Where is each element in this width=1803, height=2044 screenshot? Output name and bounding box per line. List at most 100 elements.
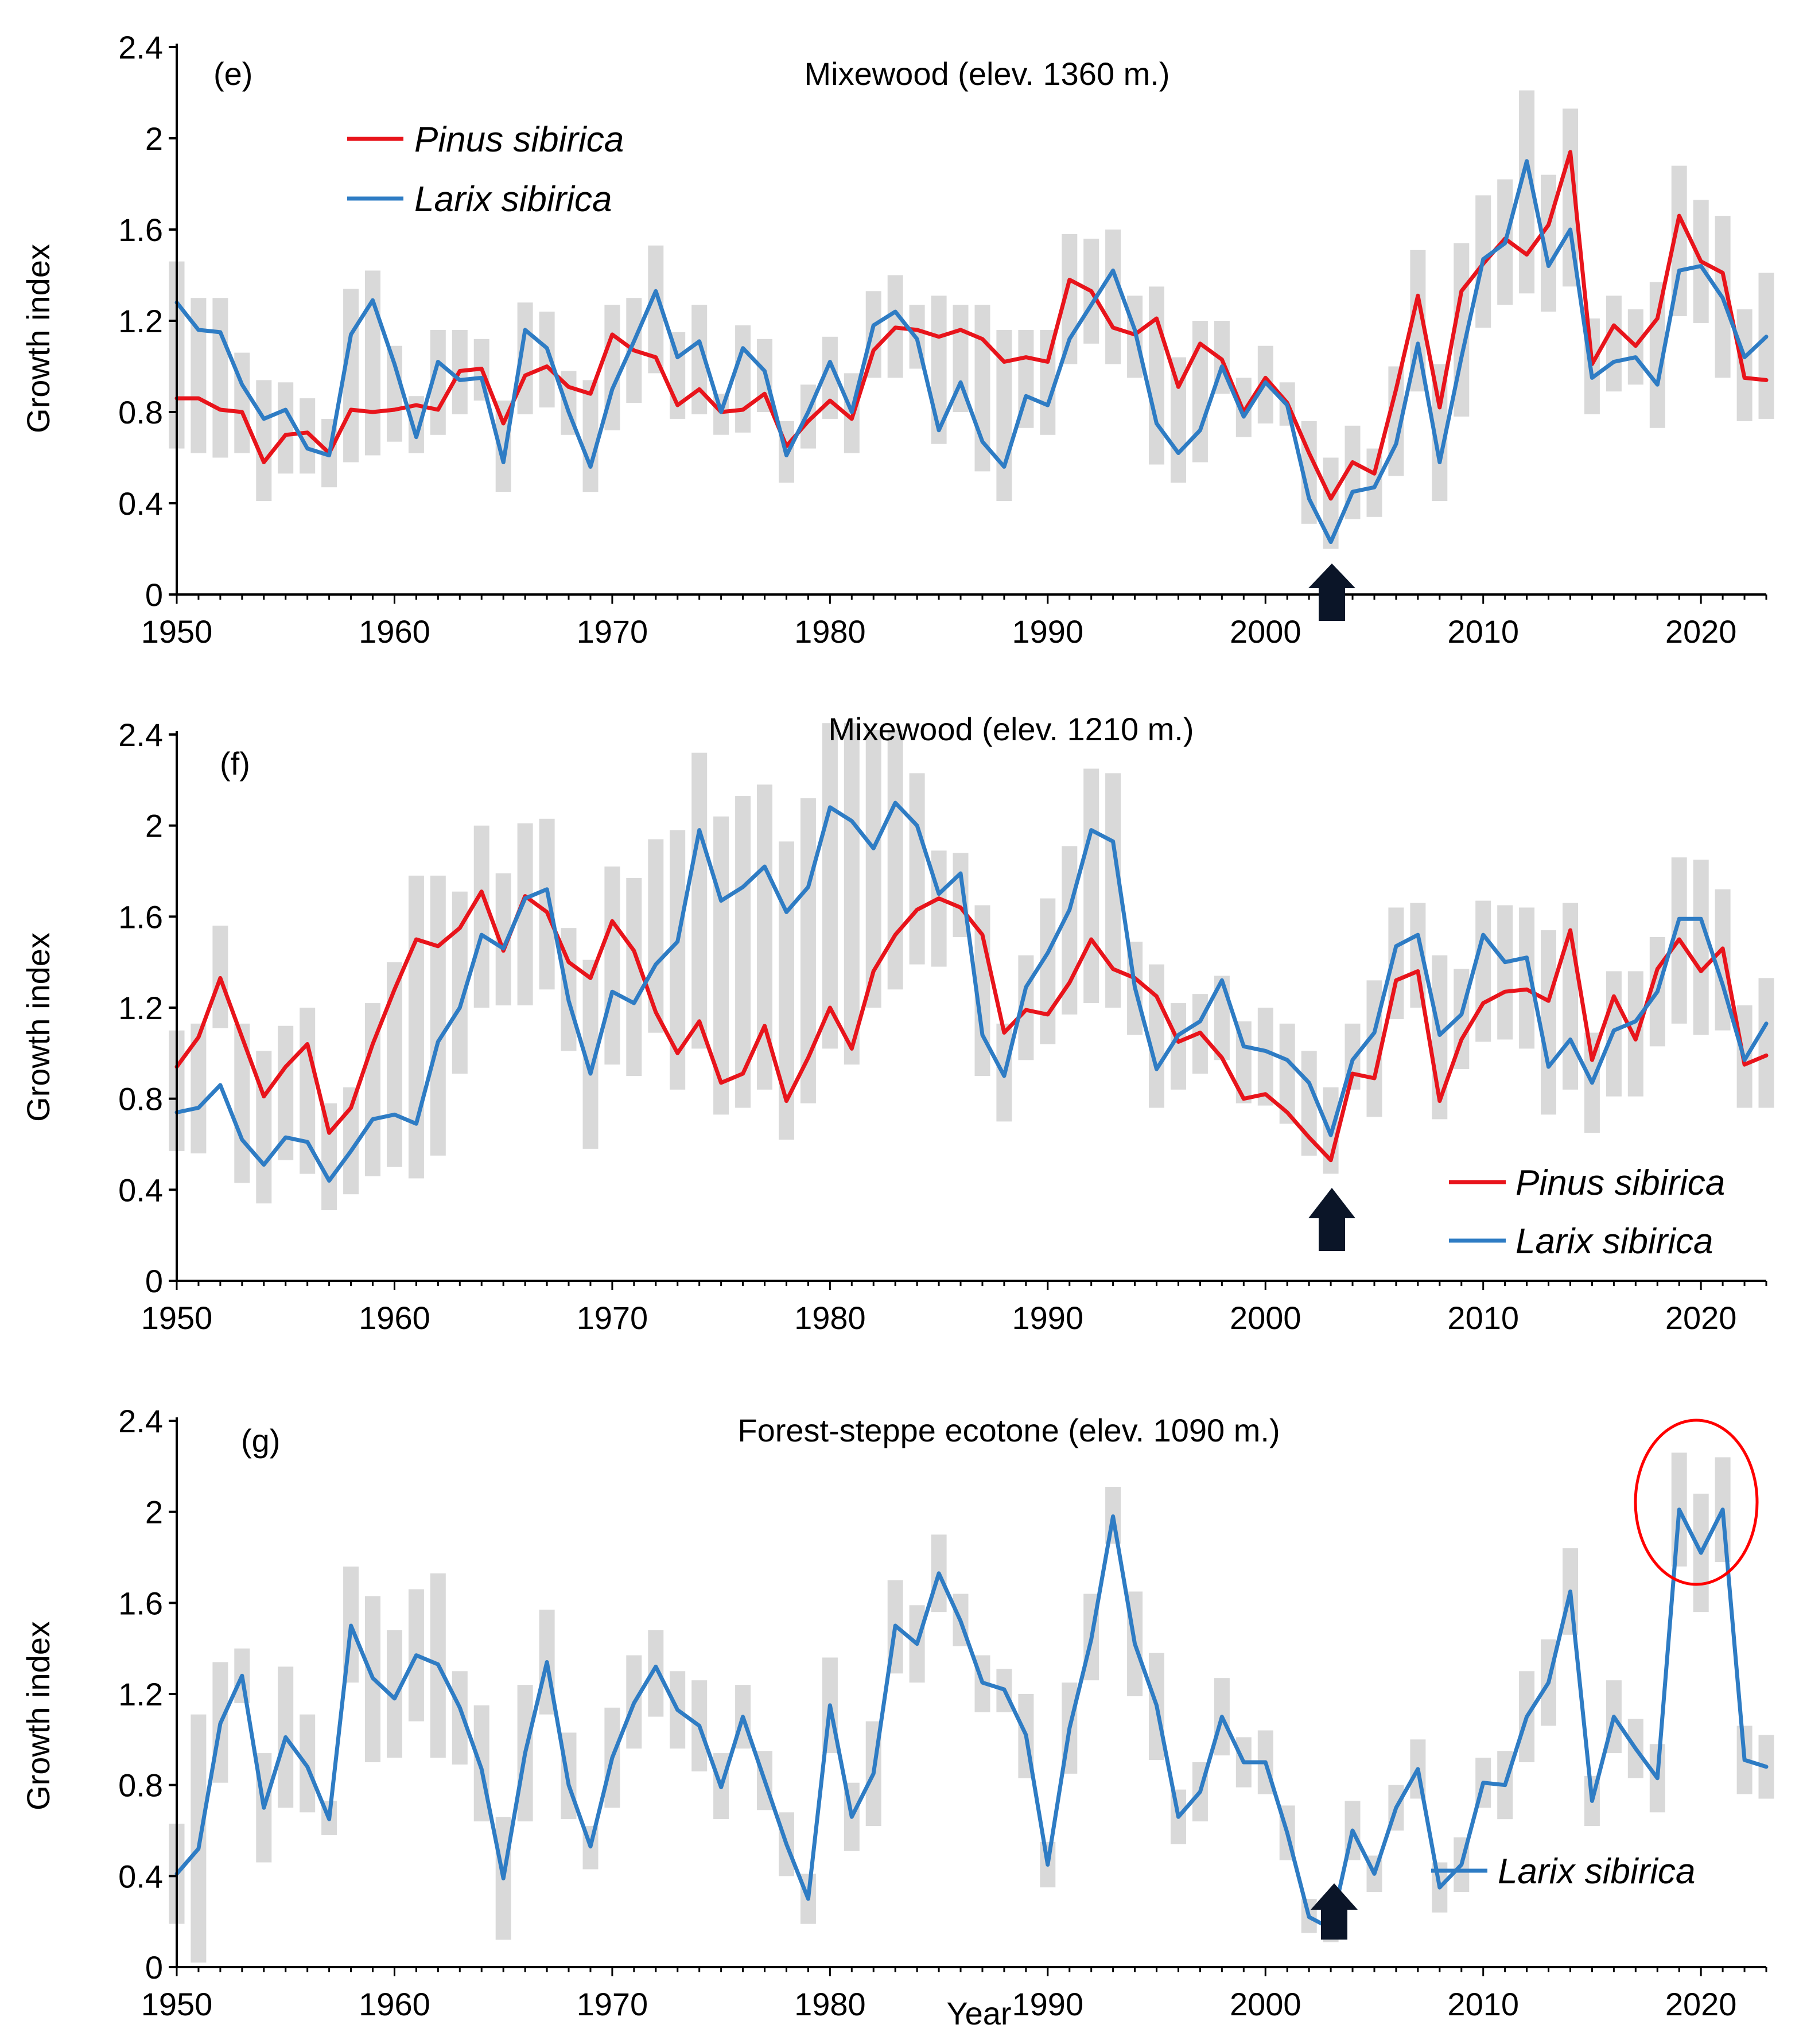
panel-title-e: Mixewood (elev. 1360 m.) <box>805 56 1170 92</box>
y-tick-label: 2 <box>145 1494 163 1530</box>
error-bar <box>321 1103 337 1210</box>
error-bar <box>387 962 402 1167</box>
error-bar <box>1083 768 1099 1004</box>
legend-f: Pinus sibirica Larix sibirica <box>1449 1163 1725 1261</box>
error-bar <box>212 298 228 458</box>
x-tick-label: 2000 <box>1230 1300 1301 1336</box>
y-tick-label: 2 <box>145 808 163 844</box>
x-tick-label: 2010 <box>1447 613 1519 650</box>
ellipse-highlight <box>1634 1419 1759 1586</box>
series-lines-f <box>174 800 1769 1183</box>
tick-labels-f: 0 0.4 0.8 1.2 1.6 2 2.4 1950 1960 1970 1980 1990 200… <box>118 717 1736 1336</box>
panel-letter-f: (f) <box>220 745 250 782</box>
legend-label-larix-f: Larix sibirica <box>1516 1222 1713 1261</box>
error-bar <box>691 752 708 1049</box>
y-tick-label: 2 <box>145 121 163 157</box>
y-axis-title-e: Growth index <box>20 244 56 433</box>
error-bar <box>408 875 424 1179</box>
x-tick-label: 1990 <box>1012 1986 1084 2022</box>
error-bar <box>1758 978 1774 1108</box>
x-tick-label: 2010 <box>1447 1986 1519 2022</box>
x-tick-label: 2020 <box>1665 1300 1737 1336</box>
y-axis-title-g: Growth index <box>20 1621 56 1810</box>
x-tick-label: 1970 <box>577 1986 648 2022</box>
error-bar <box>1736 309 1753 421</box>
y-tick-label: 0 <box>145 577 163 613</box>
panel-title-f: Mixewood (elev. 1210 m.) <box>829 711 1194 747</box>
x-tick-label: 1990 <box>1012 613 1084 650</box>
error-bar <box>822 723 838 1049</box>
error-bar <box>539 818 555 990</box>
x-tick-label: 2010 <box>1447 1300 1519 1336</box>
error-bar <box>626 877 642 1076</box>
y-tick-label: 1.6 <box>118 1585 163 1621</box>
tick-labels-e: 0 0.4 0.8 1.2 1.6 2 2.4 1950 1960 1970 1980 1990 200… <box>118 29 1736 650</box>
y-tick-label: 2.4 <box>118 717 163 753</box>
error-bar <box>1475 900 1491 1042</box>
legend-label-larix-e: Larix sibirica <box>414 180 612 219</box>
error-bar <box>1040 898 1056 1044</box>
error-bar <box>1541 930 1556 1115</box>
x-tick-label: 1950 <box>141 1986 213 2022</box>
up-arrow-icon <box>1311 1883 1358 1940</box>
axes-e <box>169 44 1767 604</box>
error-bar <box>735 796 751 1108</box>
error-bar <box>1149 964 1164 1108</box>
error-bar <box>1257 1008 1273 1106</box>
y-tick-label: 0.4 <box>118 1858 163 1894</box>
error-bar <box>887 730 903 990</box>
error-bar <box>300 1714 316 1813</box>
series-lines-g <box>174 1507 1769 1931</box>
y-tick-label: 0.8 <box>118 394 163 430</box>
y-tick-label: 0 <box>145 1949 163 1985</box>
error-bar <box>1606 296 1622 392</box>
y-tick-label: 1.2 <box>118 990 163 1026</box>
legend-label-pinus-e: Pinus sibirica <box>414 120 624 160</box>
up-arrow-icon <box>1308 564 1355 621</box>
panel-g: 0 0.4 0.8 1.2 1.6 2 2.4 1950 1960 1970 1980 1990 200… <box>20 1403 1774 2031</box>
x-tick-label: 2000 <box>1230 1986 1301 2022</box>
x-tick-label: 1990 <box>1012 1300 1084 1336</box>
legend-label-larix-g: Larix sibirica <box>1498 1852 1696 1891</box>
y-tick-label: 0.8 <box>118 1767 163 1804</box>
x-tick-label: 2020 <box>1665 613 1737 650</box>
x-tick-label: 1980 <box>794 1986 866 2022</box>
error-bar <box>735 325 751 433</box>
x-tick-label: 1960 <box>359 1300 430 1336</box>
error-bar <box>430 875 446 1156</box>
y-tick-label: 2.4 <box>118 29 163 65</box>
tick-labels-g: 0 0.4 0.8 1.2 1.6 2 2.4 1950 1960 1970 1980 1990 200… <box>118 1403 1736 2022</box>
error-bar <box>1062 846 1078 1015</box>
panel-title-g: Forest-steppe ecotone (elev. 1090 m.) <box>737 1412 1280 1448</box>
error-bar <box>931 850 947 967</box>
x-tick-label: 1980 <box>794 613 866 650</box>
x-tick-label: 1970 <box>577 1300 648 1336</box>
error-bar <box>343 289 359 463</box>
error-bar <box>844 723 860 1065</box>
series-line-larix <box>174 800 1769 1183</box>
error-bar <box>1693 860 1709 1035</box>
series-line-larix <box>174 159 1769 545</box>
error-bar <box>1758 273 1774 419</box>
y-tick-label: 1.2 <box>118 1676 163 1712</box>
error-bars-f <box>169 723 1774 1210</box>
y-tick-label: 0.4 <box>118 1172 163 1208</box>
y-tick-label: 1.6 <box>118 212 163 248</box>
x-tick-label: 1980 <box>794 1300 866 1336</box>
error-bar <box>909 773 925 965</box>
error-bar <box>256 1051 272 1204</box>
panel-letter-g: (g) <box>241 1423 280 1459</box>
x-axis-title: Year <box>946 1995 1011 2031</box>
up-arrow-icon <box>1308 1188 1355 1251</box>
x-tick-label: 1960 <box>359 1986 430 2022</box>
error-bar <box>300 1008 316 1174</box>
y-tick-label: 2.4 <box>118 1403 163 1439</box>
error-bar <box>278 382 294 474</box>
error-bar <box>604 866 620 1065</box>
legend-e: Pinus sibirica Larix sibirica <box>347 120 624 219</box>
x-tick-label: 1960 <box>359 613 430 650</box>
axes-f <box>169 731 1767 1290</box>
axes-g <box>169 1417 1767 1976</box>
legend-g: Larix sibirica <box>1431 1852 1696 1891</box>
